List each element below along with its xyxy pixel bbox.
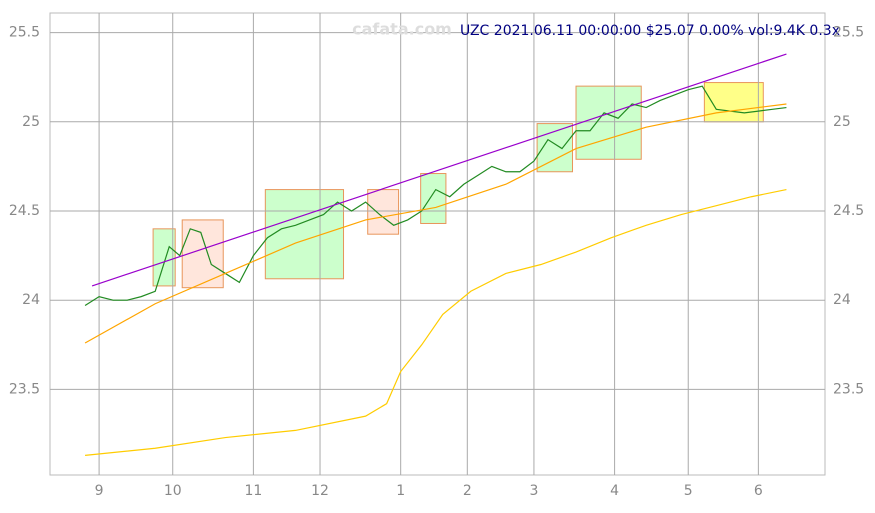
x-tick-label: 12	[311, 483, 329, 499]
series-line	[84, 85, 787, 307]
x-tick-label: 11	[244, 483, 262, 499]
y-tick-label: 24.5	[9, 203, 40, 219]
x-tick-label: 1	[396, 483, 405, 499]
y-tick-label-right: 23.5	[833, 381, 864, 397]
zone	[575, 85, 642, 160]
y-tick-label-right: 25.5	[833, 25, 864, 41]
x-tick-label: 3	[529, 483, 538, 499]
zone	[152, 228, 176, 287]
x-tick-label: 6	[754, 483, 763, 499]
x-tick-label: 10	[164, 483, 182, 499]
y-tick-label-right: 25	[833, 114, 851, 130]
y-tick-label-right: 24	[833, 292, 851, 308]
plot-frame	[49, 12, 826, 476]
x-tick-label: 5	[684, 483, 693, 499]
y-tick-label: 25.5	[9, 25, 40, 41]
x-tick-label: 2	[463, 483, 472, 499]
y-tick-label-right: 24.5	[833, 203, 864, 219]
zone	[703, 82, 764, 123]
series-line	[84, 103, 787, 344]
zone	[367, 189, 400, 235]
y-tick-label: 23.5	[9, 381, 40, 397]
x-tick-label: 9	[95, 483, 104, 499]
y-tick-label: 24	[22, 292, 40, 308]
zone	[420, 173, 447, 224]
series-line	[91, 53, 787, 287]
x-tick-label: 4	[610, 483, 619, 499]
chart-title: UZC 2021.06.11 00:00:00 $25.07 0.00% vol…	[460, 23, 840, 39]
watermark: cafata.com	[352, 20, 452, 39]
y-tick-label: 25	[22, 114, 40, 130]
series-line	[85, 189, 787, 456]
zone	[264, 189, 345, 280]
